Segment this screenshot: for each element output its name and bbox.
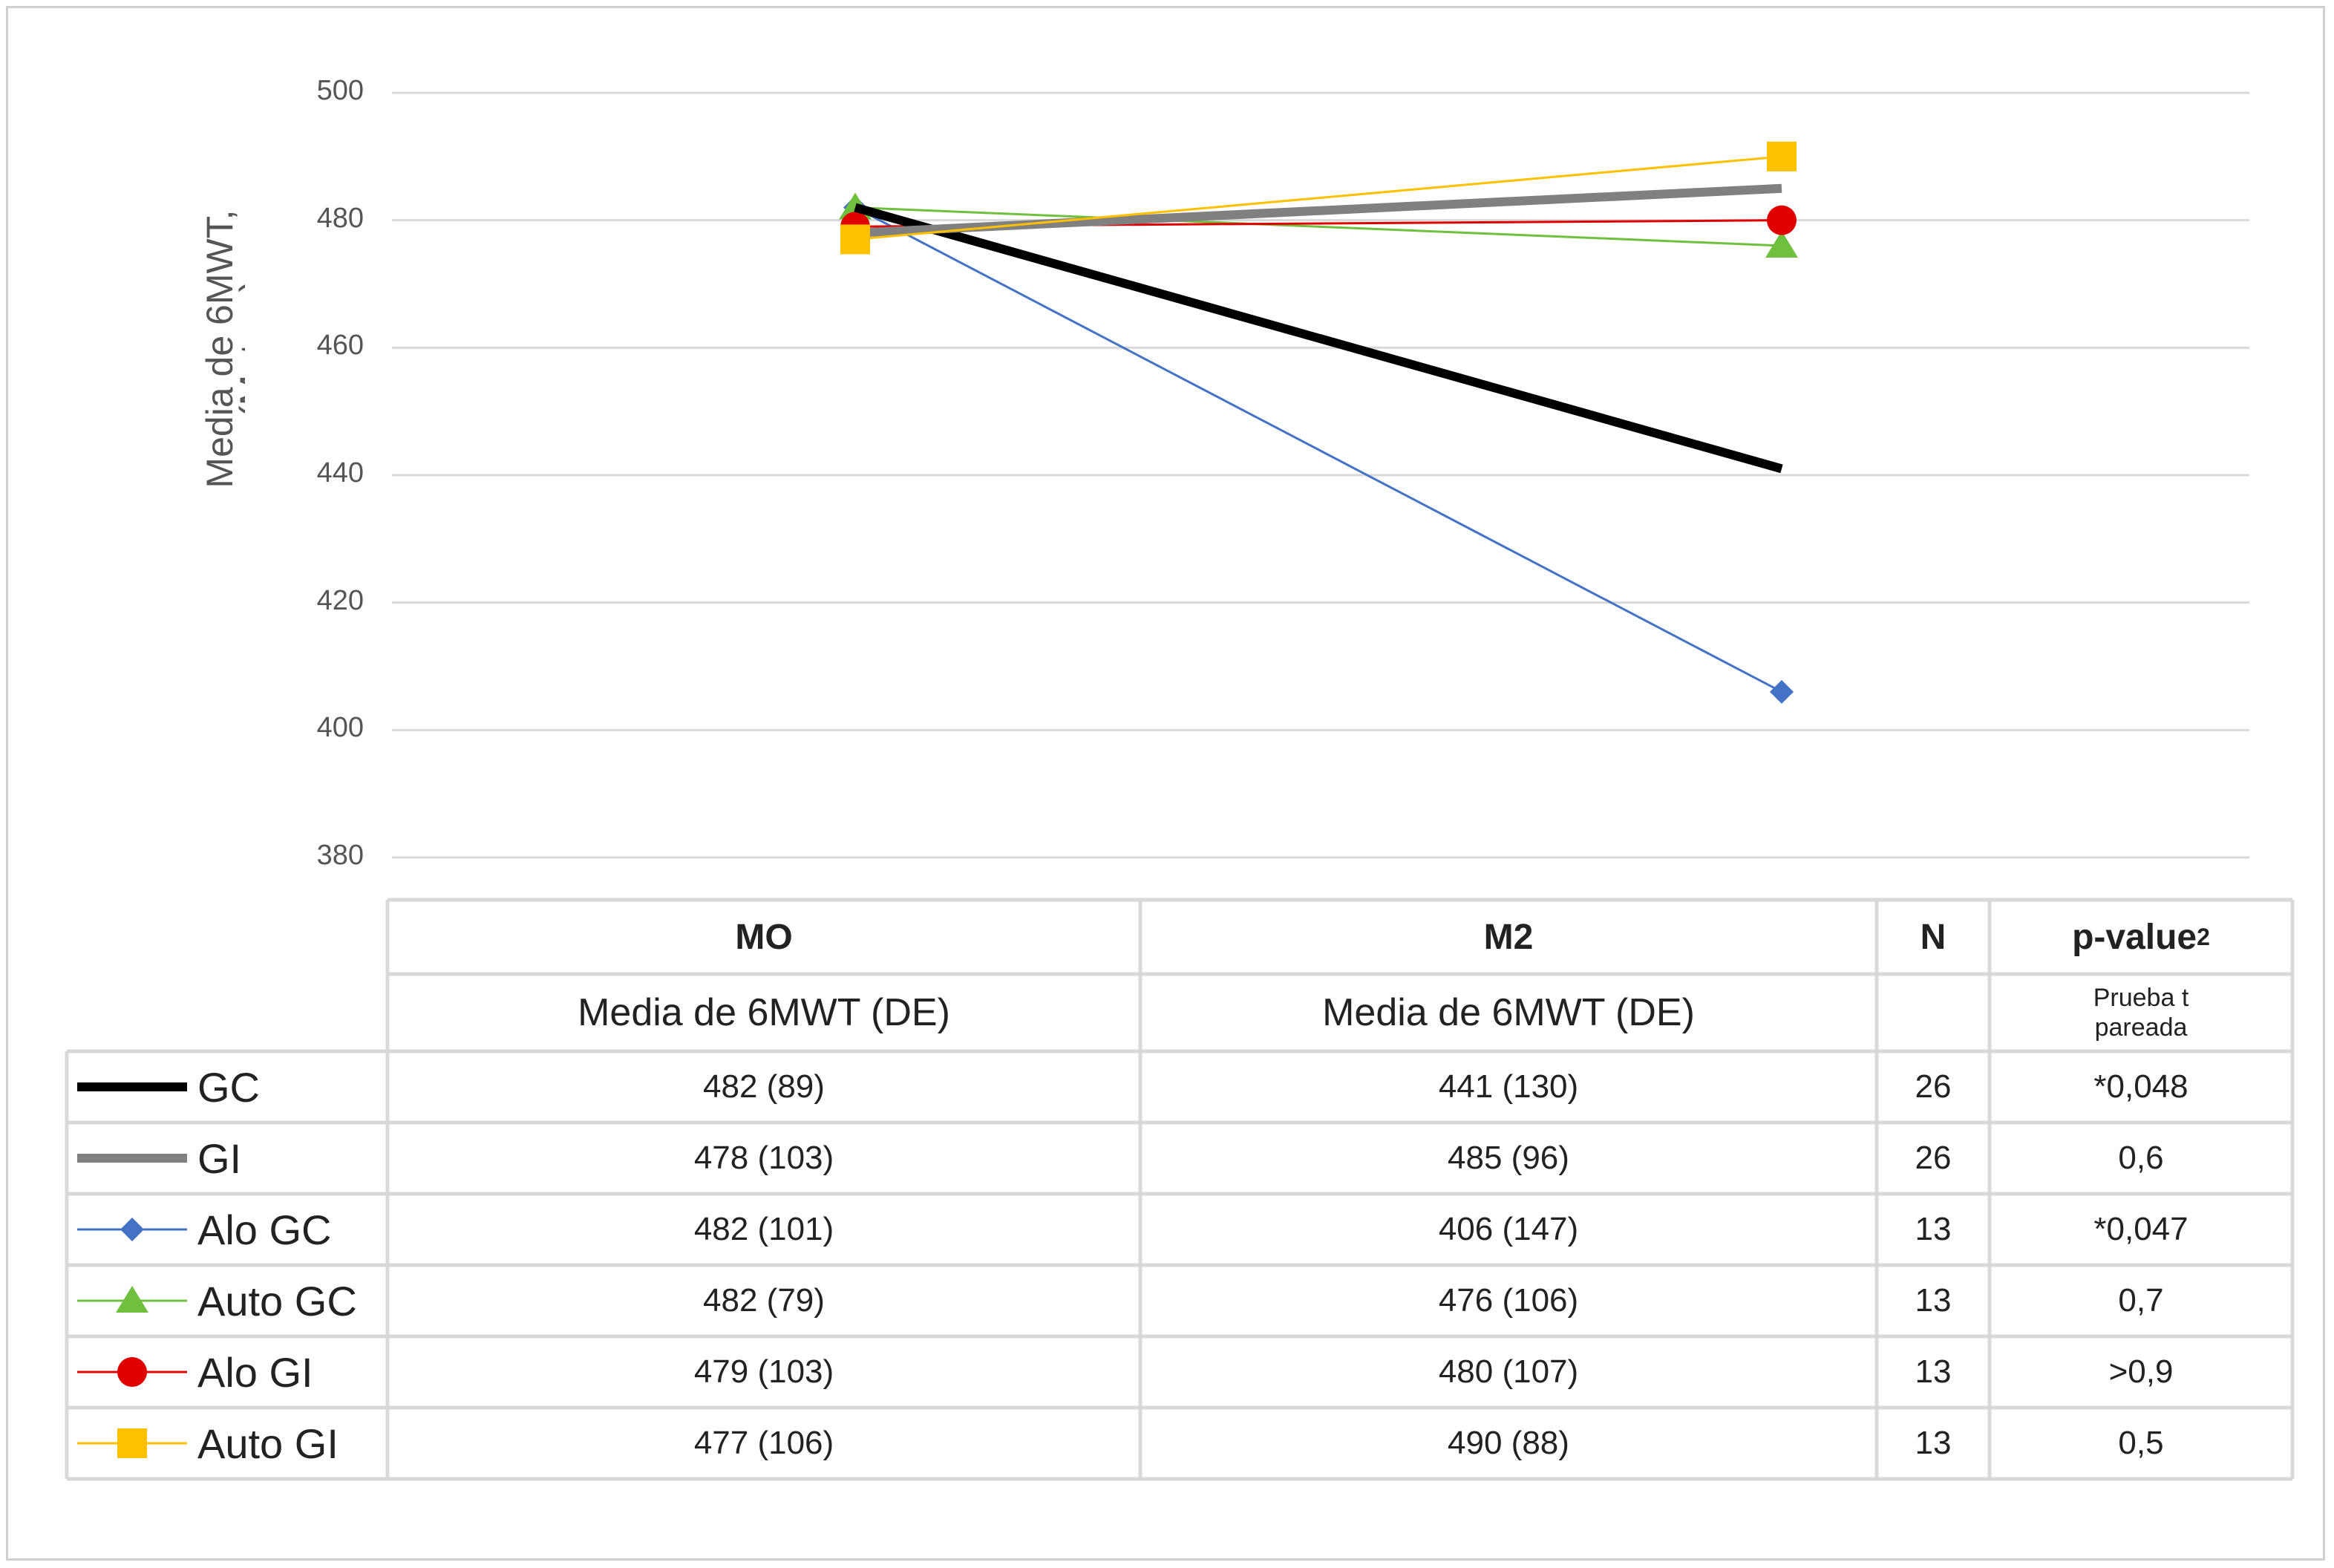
cell-m2: 406 (147) [1438, 1211, 1579, 1247]
series-line-auto-gc [854, 206, 1782, 247]
legend-swatch [77, 1357, 187, 1387]
legend-label: Alo GC [197, 1206, 332, 1253]
legend-swatch [77, 1082, 187, 1091]
cell-m2: 490 (88) [1448, 1425, 1569, 1461]
cell-m2: 441 (130) [1438, 1068, 1579, 1105]
cell-n: 26 [1915, 1140, 1952, 1176]
subheader-p-value-line1: Prueba t [2093, 984, 2189, 1012]
point-auto-gi-mo [840, 224, 870, 255]
legend-swatch [77, 1218, 187, 1241]
series-line-gc [854, 203, 1783, 474]
y-tick-label: 440 [316, 457, 364, 489]
subheader-p-value-line2: pareada [2094, 1013, 2188, 1042]
legend-label: Alo GI [197, 1348, 313, 1396]
legend-row-6: Auto GI [67, 1408, 388, 1479]
subheader-p-value: Prueba t pareada [1990, 974, 2292, 1051]
cell-m2: 476 (106) [1438, 1282, 1579, 1319]
cell-mo: 482 (79) [703, 1282, 825, 1319]
y-tick-label: 500 [316, 75, 364, 106]
y-axis-label-line2: (Metros) [232, 280, 245, 418]
cell-n: 13 [1915, 1282, 1952, 1319]
legend-label: GC [197, 1063, 260, 1111]
point-auto-gc-m2 [1765, 231, 1798, 258]
cell-p-value: *0,048 [2093, 1068, 2188, 1105]
series-line-auto-gi [854, 155, 1782, 241]
legend-swatch-marker [117, 1428, 147, 1458]
chart-frame [6, 6, 2325, 1561]
table-grid [65, 898, 2295, 1481]
gridlines [392, 91, 2249, 859]
subheader-m2: Media de 6MWT (DE) [1322, 991, 1695, 1034]
legend-swatch [77, 1286, 187, 1313]
series-line-alo-gc [854, 206, 1782, 693]
header-p-value-superscript: 2 [2197, 923, 2210, 950]
cell-m2: 485 (96) [1448, 1140, 1569, 1176]
cell-n: 13 [1915, 1425, 1952, 1461]
y-tick-label: 420 [316, 584, 364, 616]
legend-swatch [77, 1154, 187, 1163]
subheader-mo: Media de 6MWT (DE) [578, 991, 950, 1034]
cell-p-value: *0,047 [2093, 1211, 2188, 1247]
cell-n: 13 [1915, 1211, 1952, 1247]
header-n: N [1920, 917, 1946, 957]
legend-swatch [77, 1428, 187, 1458]
header-p-value: p-value 2 [1990, 900, 2292, 974]
cell-mo: 482 (101) [693, 1211, 834, 1247]
cell-mo: 477 (106) [693, 1425, 834, 1461]
cell-m2: 480 (107) [1438, 1353, 1579, 1390]
cell-mo: 478 (103) [693, 1140, 834, 1176]
header-m2: M2 [1483, 917, 1534, 957]
cell-mo: 479 (103) [693, 1353, 834, 1390]
cell-p-value: 0,5 [2118, 1425, 2164, 1461]
legend-swatch-marker [120, 1218, 144, 1241]
cell-mo: 482 (89) [703, 1068, 825, 1105]
y-axis-label-line1: Media de 6MWT, [199, 209, 241, 488]
legend-label: GI [197, 1134, 242, 1182]
y-axis-label: Media de 6MWT, (Metros) [111, 0, 245, 965]
y-axis-label-svg: Media de 6MWT, (Metros) [199, 209, 245, 488]
y-tick-label: 480 [316, 202, 364, 234]
cell-n: 26 [1915, 1068, 1952, 1105]
cell-p-value: 0,7 [2118, 1282, 2164, 1319]
point-alo-gi-m2 [1767, 205, 1797, 235]
series-lines [839, 141, 1798, 704]
point-alo-gc-m2 [1770, 679, 1794, 704]
legend-row-5: Alo GI [67, 1336, 388, 1408]
y-tick-label: 380 [316, 840, 364, 871]
legend-label: Auto GI [197, 1420, 339, 1467]
header-mo: MO [735, 917, 793, 957]
cell-p-value: >0,9 [2108, 1353, 2174, 1390]
cell-p-value: 0,6 [2118, 1140, 2164, 1176]
legend-row-1: GC [67, 1051, 388, 1123]
cell-n: 13 [1915, 1353, 1952, 1390]
y-tick-label: 460 [316, 330, 364, 362]
legend-swatch-marker [116, 1286, 148, 1313]
y-tick-label: 400 [316, 712, 364, 744]
header-p-value-text: p-value [2072, 917, 2197, 957]
legend-swatch-marker [117, 1357, 147, 1387]
legend-label: Auto GC [197, 1277, 357, 1324]
legend-row-3: Alo GC [67, 1194, 388, 1265]
legend-row-4: Auto GC [67, 1265, 388, 1336]
point-auto-gi-m2 [1767, 141, 1797, 172]
legend-row-2: GI [67, 1123, 388, 1194]
